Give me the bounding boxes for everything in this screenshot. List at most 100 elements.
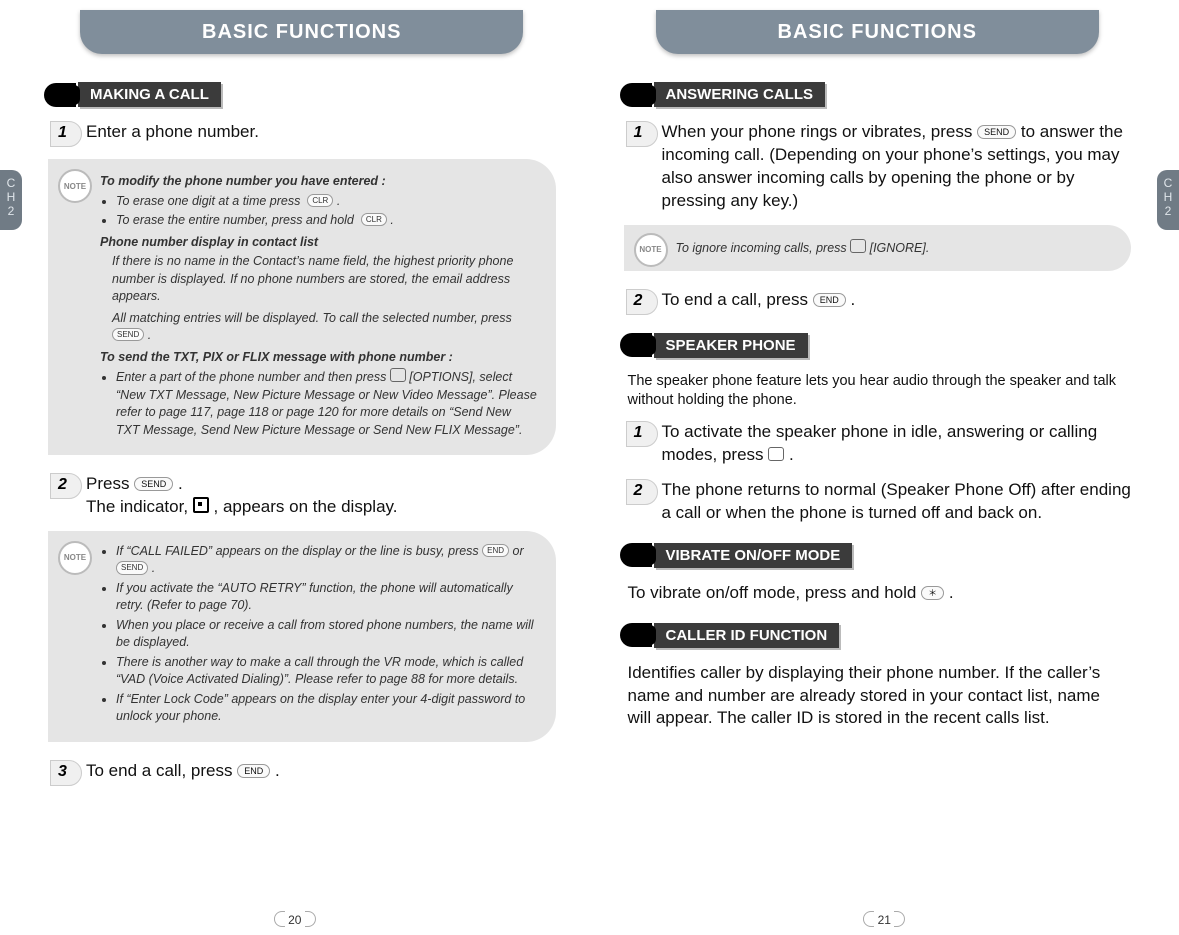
- step-number-icon: 2: [50, 473, 86, 499]
- note1-head-a: To modify the phone number you have ente…: [100, 173, 538, 191]
- answer-step-2-text: To end a call, press END .: [662, 289, 1136, 315]
- note1-bullet-a2-text: To erase the entire number, press and ho…: [116, 213, 354, 227]
- chapter-tab-left: C H 2: [0, 170, 22, 230]
- step2-l2-post: , appears on the display.: [214, 497, 398, 516]
- step2-post: .: [178, 474, 183, 493]
- note1-head-b: Phone number display in contact list: [100, 234, 538, 252]
- section-bullet-icon: [620, 83, 652, 107]
- note1-bullet-c: Enter a part of the phone number and the…: [116, 368, 538, 439]
- speaker-step-1-text: To activate the speaker phone in idle, a…: [662, 421, 1136, 467]
- spk1-pre: To activate the speaker phone in idle, a…: [662, 422, 1098, 464]
- step-2: 2 Press SEND . The indicator, , appears …: [50, 473, 560, 519]
- section-title: MAKING A CALL: [78, 82, 221, 107]
- options-softkey-icon: [390, 368, 406, 382]
- speaker-step-1: 1 To activate the speaker phone in idle,…: [626, 421, 1136, 467]
- ignore-post: [IGNORE].: [870, 241, 930, 255]
- note-box-2: NOTE If “CALL FAILED” appears on the dis…: [48, 531, 556, 742]
- ch-n-r: 2: [1165, 204, 1172, 218]
- step-number-icon: 2: [626, 479, 662, 505]
- section-bullet-icon: [620, 623, 652, 647]
- section-title: SPEAKER PHONE: [654, 333, 808, 358]
- answer-step-1: 1 When your phone rings or vibrates, pre…: [626, 121, 1136, 213]
- vib-pre: To vibrate on/off mode, press and hold: [628, 583, 922, 602]
- n2b1-mid: or: [513, 544, 524, 558]
- page-number-left: 20: [274, 911, 316, 927]
- step3-pre: To end a call, press: [86, 761, 237, 780]
- note-body: To modify the phone number you have ente…: [100, 169, 538, 443]
- note2-bullet-1: If “CALL FAILED” appears on the display …: [116, 543, 538, 578]
- n2b1-post: .: [152, 561, 155, 575]
- send-key-icon: SEND: [116, 561, 148, 574]
- step3-post: .: [275, 761, 280, 780]
- speaker-step-2-text: The phone returns to normal (Speaker Pho…: [662, 479, 1136, 525]
- page-left: C H 2 BASIC FUNCTIONS MAKING A CALL 1 En…: [0, 0, 590, 935]
- step-1: 1 Enter a phone number.: [50, 121, 560, 147]
- note-icon: NOTE: [634, 233, 668, 263]
- note1-para-b2-pre: All matching entries will be displayed. …: [112, 311, 512, 325]
- step-number-icon: 1: [50, 121, 86, 147]
- end-key-icon: END: [237, 764, 270, 778]
- note-body: If “CALL FAILED” appears on the display …: [100, 541, 538, 730]
- call-indicator-icon: [193, 497, 209, 513]
- step-number-icon: 2: [626, 289, 662, 315]
- ans2-pre: To end a call, press: [662, 290, 813, 309]
- send-key-icon: SEND: [112, 328, 144, 341]
- note-icon: NOTE: [58, 169, 92, 199]
- section-bullet-icon: [620, 543, 652, 567]
- section-bullet-icon: [620, 333, 652, 357]
- note1-head-c: To send the TXT, PIX or FLIX message wit…: [100, 349, 538, 367]
- page-right: C H 2 BASIC FUNCTIONS ANSWERING CALLS 1 …: [590, 0, 1179, 935]
- vib-post: .: [949, 583, 954, 602]
- end-key-icon: END: [813, 293, 846, 307]
- end-key-icon: END: [482, 544, 509, 557]
- star-key-icon: ＊: [921, 586, 944, 600]
- step-3-text: To end a call, press END .: [86, 760, 560, 786]
- note-ignore-body: To ignore incoming calls, press [IGNORE]…: [676, 233, 1114, 263]
- note2-bullet-2: If you activate the “AUTO RETRY” functio…: [116, 580, 538, 615]
- step-2-text: Press SEND . The indicator, , appears on…: [86, 473, 560, 519]
- ch-h: H: [7, 190, 16, 204]
- note2-bullet-5: If “Enter Lock Code” appears on the disp…: [116, 691, 538, 726]
- step-1-text: Enter a phone number.: [86, 121, 560, 147]
- ignore-pre: To ignore incoming calls, press: [676, 241, 851, 255]
- clr-key-icon: CLR: [361, 213, 387, 226]
- ans2-post: .: [850, 290, 855, 309]
- ignore-softkey-icon: [850, 239, 866, 253]
- speaker-key-icon: [768, 447, 784, 461]
- callerid-desc: Identifies caller by displaying their ph…: [628, 662, 1128, 731]
- section-title: ANSWERING CALLS: [654, 82, 826, 107]
- section-caller-id: CALLER ID FUNCTION: [620, 623, 1136, 648]
- speaker-step-2: 2 The phone returns to normal (Speaker P…: [626, 479, 1136, 525]
- note1-bullet-a1: To erase one digit at a time press CLR .: [116, 193, 538, 211]
- ans1-pre: When your phone rings or vibrates, press: [662, 122, 978, 141]
- note1-bullet-a2: To erase the entire number, press and ho…: [116, 212, 538, 230]
- step-number-icon: 1: [626, 121, 662, 147]
- section-bullet-icon: [44, 83, 76, 107]
- page-number-right: 21: [863, 911, 905, 927]
- send-key-icon: SEND: [977, 125, 1016, 139]
- send-key-icon: SEND: [134, 477, 173, 491]
- speaker-desc: The speaker phone feature lets you hear …: [628, 372, 1128, 411]
- section-title: VIBRATE ON/OFF MODE: [654, 543, 853, 568]
- note2-bullet-3: When you place or receive a call from st…: [116, 617, 538, 652]
- page-header-right: BASIC FUNCTIONS: [656, 10, 1099, 54]
- note1-para-b1: If there is no name in the Contact’s nam…: [112, 253, 538, 306]
- vibrate-line: To vibrate on/off mode, press and hold ＊…: [628, 582, 1128, 605]
- spk1-post: .: [789, 445, 794, 464]
- manual-spread: C H 2 BASIC FUNCTIONS MAKING A CALL 1 En…: [0, 0, 1179, 935]
- step-3: 3 To end a call, press END .: [50, 760, 560, 786]
- ch-c-r: C: [1164, 176, 1173, 190]
- section-speaker-phone: SPEAKER PHONE: [620, 333, 1136, 358]
- note1-bullet-c-pre: Enter a part of the phone number and the…: [116, 370, 390, 384]
- section-vibrate: VIBRATE ON/OFF MODE: [620, 543, 1136, 568]
- step2-l2-pre: The indicator,: [86, 497, 193, 516]
- ch-h-r: H: [1164, 190, 1173, 204]
- ch-n: 2: [8, 204, 15, 218]
- section-answering-calls: ANSWERING CALLS: [620, 82, 1136, 107]
- chapter-tab-right: C H 2: [1157, 170, 1179, 230]
- clr-key-icon: CLR: [307, 194, 333, 207]
- step-number-icon: 3: [50, 760, 86, 786]
- page-number-value: 21: [878, 913, 891, 927]
- note1-para-b2: All matching entries will be displayed. …: [112, 310, 538, 345]
- ch-c: C: [7, 176, 16, 190]
